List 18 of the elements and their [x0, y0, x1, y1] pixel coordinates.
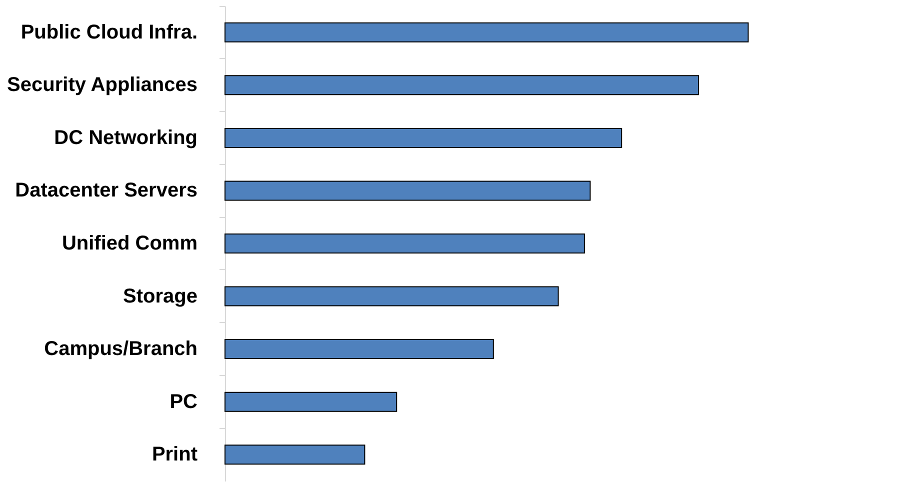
- bar: [224, 128, 622, 148]
- y-tick-label: Print: [152, 444, 198, 466]
- y-tick-label: Public Cloud Infra.: [20, 21, 198, 44]
- y-tick-label: Unified Comm: [62, 232, 198, 254]
- bar: [224, 75, 699, 96]
- bar: [224, 22, 749, 42]
- y-tick-label: Campus/Branch: [44, 338, 198, 360]
- bar: [224, 286, 559, 306]
- y-tick-label: Security Appliances: [7, 74, 198, 96]
- bar: [224, 339, 494, 360]
- bar: [224, 392, 398, 412]
- bar: [224, 234, 585, 254]
- bar: [224, 180, 591, 201]
- y-tick-label: DC Networking: [54, 126, 198, 149]
- y-tick-label: PC: [170, 390, 198, 413]
- y-tick-label: Storage: [123, 285, 198, 308]
- bar: [224, 444, 366, 465]
- y-tick-label: Datacenter Servers: [15, 180, 198, 202]
